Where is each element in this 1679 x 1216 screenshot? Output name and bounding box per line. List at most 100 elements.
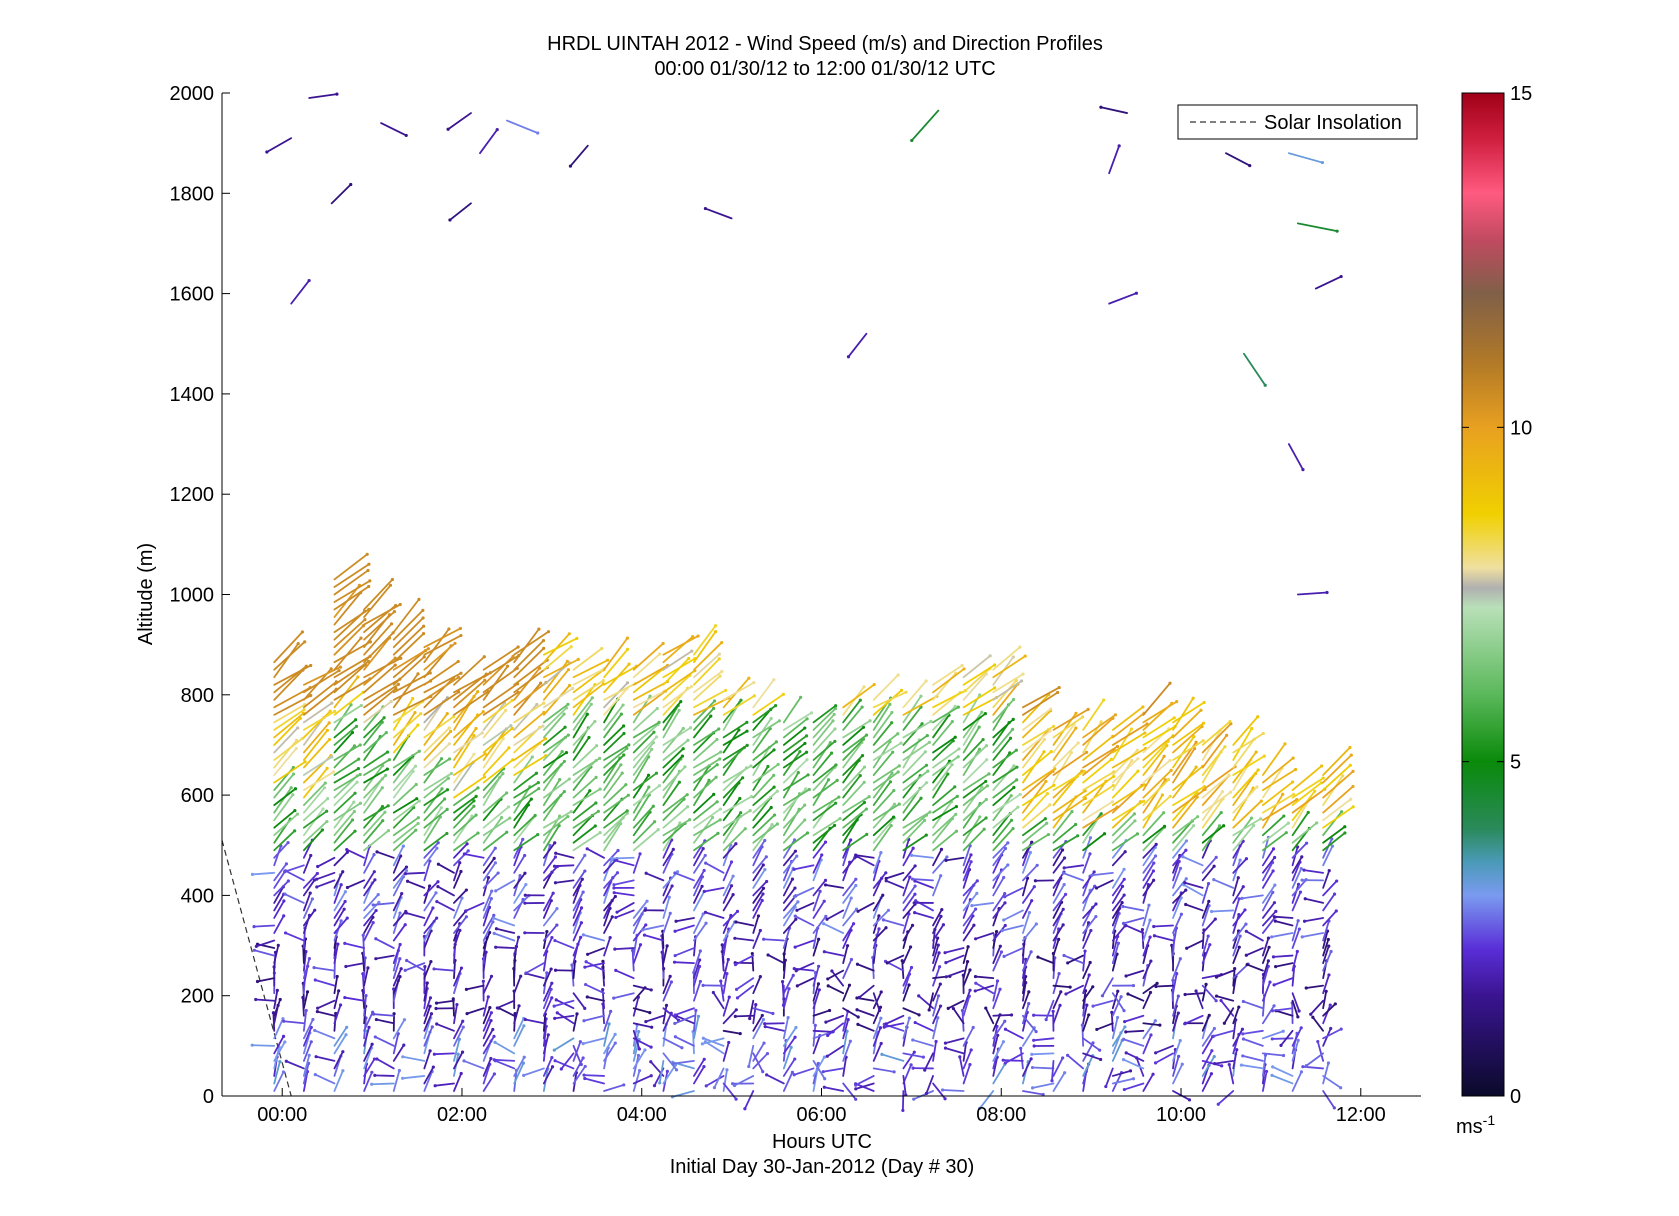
wind-vector-head (523, 1017, 527, 1022)
wind-vector (881, 1053, 905, 1062)
wind-vector-head (335, 974, 339, 979)
wind-vector-head (401, 1055, 405, 1059)
wind-vector-upper (1108, 144, 1121, 175)
wind-vector-head (1212, 1054, 1216, 1059)
wind-vector (1082, 749, 1116, 776)
wind-vector (1322, 893, 1336, 912)
wind-vector-head (1266, 936, 1271, 940)
wind-vector-head (960, 1008, 965, 1013)
wind-vector-head (1273, 919, 1277, 923)
x-tick-label: 04:00 (617, 1104, 667, 1126)
wind-vector (632, 690, 667, 716)
wind-vector-head (613, 1032, 617, 1036)
wind-vector-upper (1296, 222, 1338, 233)
wind-vector (1111, 749, 1139, 776)
wind-vector (693, 922, 707, 942)
wind-vector (251, 1044, 276, 1047)
wind-vector (722, 776, 744, 799)
wind-vector (662, 1064, 677, 1085)
wind-vector (662, 793, 689, 814)
wind-vector (1228, 1063, 1235, 1085)
wind-vector-head (413, 711, 417, 715)
wind-vector-head (523, 871, 527, 875)
wind-vector (582, 934, 605, 942)
wind-vector (662, 944, 669, 965)
wind-vector (453, 959, 456, 980)
wind-vector-head (447, 726, 451, 730)
wind-vector (1262, 798, 1298, 822)
wind-vector (392, 617, 424, 649)
wind-vector-head (625, 811, 629, 816)
wind-vector (273, 845, 282, 867)
wind-vector-head (803, 726, 807, 730)
wind-vector-head (1003, 901, 1007, 905)
wind-vector (1101, 977, 1114, 997)
wind-vector (492, 917, 516, 927)
wind-vector (363, 1071, 373, 1092)
wind-vector (662, 822, 686, 844)
wind-vector-head (1123, 1020, 1127, 1024)
wind-vector-upper (1100, 106, 1128, 114)
wind-vector-head (804, 750, 809, 754)
wind-vector-head (661, 641, 665, 646)
wind-vector (302, 710, 332, 739)
wind-vector-head (550, 996, 554, 1000)
wind-vector (1232, 963, 1250, 980)
wind-vector-head (1057, 685, 1061, 690)
wind-vector (482, 1028, 494, 1047)
wind-vector-head (575, 1012, 579, 1016)
wind-vector (423, 660, 460, 686)
wind-vector-head (367, 584, 371, 589)
wind-vector-head (582, 1019, 586, 1023)
wind-vector-head (1224, 733, 1229, 737)
wind-vector (842, 766, 866, 791)
wind-vector-head (672, 960, 677, 964)
wind-vector (1201, 1035, 1214, 1055)
wind-vector-head (1304, 986, 1308, 990)
y-tick-label: 1000 (170, 585, 215, 607)
wind-vector (945, 969, 965, 978)
wind-vector (603, 812, 629, 837)
wind-vector-head (276, 943, 280, 947)
wind-vector (482, 646, 520, 671)
x-axis-ticks: 00:00 02:00 04:00 06:00 08:00 10:00 12:00 (257, 1088, 1386, 1126)
wind-vector (793, 1067, 815, 1076)
wind-vector (1154, 1044, 1174, 1054)
wind-vector (693, 630, 717, 664)
wind-vector (482, 817, 511, 837)
wind-vector (302, 810, 328, 829)
wind-vector (1123, 1014, 1145, 1023)
wind-vector-head (667, 895, 671, 899)
wind-vector (363, 683, 400, 709)
wind-vector (392, 806, 415, 829)
wind-vector (662, 818, 691, 837)
wind-vector (273, 829, 296, 852)
wind-vector-head (950, 720, 954, 724)
wind-vector (392, 957, 401, 980)
wind-vector-head (1094, 914, 1098, 919)
wind-vector-head (790, 1070, 795, 1074)
wind-vector-head (702, 889, 706, 894)
wind-vector (333, 781, 359, 807)
wind-vector (932, 706, 960, 724)
wind-vector (572, 757, 601, 776)
wind-vector (453, 972, 461, 995)
wind-vector (782, 1046, 793, 1070)
wind-vector (603, 1042, 617, 1062)
wind-vector (1172, 927, 1178, 949)
wind-vector (1201, 918, 1217, 934)
wind-vector (913, 911, 934, 919)
wind-vector-head (983, 712, 987, 716)
wind-vector (992, 765, 1015, 791)
wind-vector-head (1212, 878, 1216, 882)
wind-vector (1172, 995, 1180, 1017)
wind-vector-head (1021, 672, 1025, 676)
wind-vector-head (1300, 855, 1304, 859)
wind-vector (603, 794, 630, 814)
wind-vector (693, 832, 719, 852)
wind-vector (542, 734, 570, 754)
wind-vector (363, 578, 394, 611)
wind-vector-head (1268, 980, 1272, 984)
wind-vector (693, 800, 719, 822)
wind-vector (1022, 991, 1030, 1010)
